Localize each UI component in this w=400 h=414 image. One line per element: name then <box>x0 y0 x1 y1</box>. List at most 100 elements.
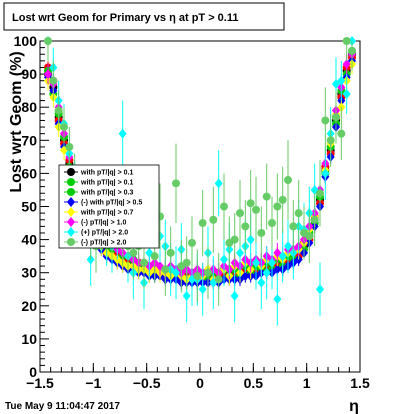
data-point <box>257 228 266 237</box>
data-point <box>310 215 319 224</box>
y-tick-label: 90 <box>21 66 37 82</box>
legend-entry: with pT/|q| > 0.1 <box>64 178 133 187</box>
data-point <box>273 264 282 275</box>
legend-label: with pT/|q| > 0.7 <box>80 210 133 217</box>
legend-marker <box>67 217 75 227</box>
data-point <box>118 128 127 139</box>
data-point <box>284 241 292 252</box>
data-point <box>246 199 255 208</box>
data-point <box>188 238 196 247</box>
data-point <box>230 235 239 244</box>
legend-label: (+) pT/|q| > 2.0 <box>81 230 128 237</box>
data-point <box>241 222 250 231</box>
legend-label: (-) pT/|q| > 1.0 <box>81 220 126 227</box>
data-point <box>273 294 282 305</box>
data-point <box>284 176 292 185</box>
legend-marker <box>67 207 75 217</box>
data-point <box>326 136 335 145</box>
x-tick-label: −1 <box>85 375 101 391</box>
y-tick-label: 80 <box>21 99 37 115</box>
data-point <box>220 202 228 211</box>
data-point <box>316 189 324 198</box>
legend-marker <box>67 227 75 237</box>
y-axis-title: Lost wrt Geom (%) <box>8 51 25 192</box>
legend-marker <box>67 238 75 246</box>
y-tick-label: 30 <box>21 265 37 281</box>
data-point <box>49 76 58 85</box>
data-point <box>316 284 324 295</box>
legend-entry: with pT/|q| > 0.7 <box>64 207 133 217</box>
x-tick-label: 1.5 <box>350 375 370 391</box>
x-tick-label: 0.5 <box>244 375 264 391</box>
data-point <box>332 113 340 122</box>
legend: with pT/|q| > 0.1 with pT/|q| > 0.1 with p… <box>58 164 160 249</box>
y-tick-label: 40 <box>21 232 37 248</box>
x-tick-label: −0.5 <box>133 375 161 391</box>
data-point <box>278 251 287 262</box>
data-point <box>246 234 255 245</box>
legend-entry: with pT/|q| > 0.1 <box>64 168 133 177</box>
data-point <box>268 219 276 228</box>
data-point <box>348 46 356 55</box>
data-point <box>140 258 148 267</box>
y-tick-label: 100 <box>14 33 38 49</box>
data-point <box>198 219 207 228</box>
title-box: Lost wrt Geom for Primary vs η at pT > 0… <box>3 2 285 31</box>
data-point <box>220 254 228 265</box>
data-point <box>294 209 303 218</box>
data-point <box>278 195 287 204</box>
data-point <box>268 257 276 268</box>
legend-label: (-) pT/|q| > 2.0 <box>81 240 126 247</box>
legend-label: with pT/|q| > 0.1 <box>80 180 133 187</box>
legend-label: with pT/|q| > 0.3 <box>80 190 133 197</box>
data-point <box>342 59 351 70</box>
legend-marker <box>67 178 75 186</box>
legend-entry: (-) pT/|q| > 1.0 <box>64 217 126 227</box>
data-point <box>337 129 346 138</box>
data-point <box>65 142 74 151</box>
legend-marker <box>67 188 75 196</box>
data-point <box>230 290 239 301</box>
data-point <box>129 248 138 257</box>
data-point <box>166 248 175 257</box>
data-point <box>273 202 282 211</box>
x-axis: −1.5 −1 −0.5 0 0.5 1 1.5 <box>26 363 370 391</box>
data-point <box>236 209 244 218</box>
x-axis-title: η <box>349 398 359 414</box>
data-point <box>44 69 52 80</box>
data-point <box>257 277 266 288</box>
data-point <box>182 290 191 301</box>
data-point <box>172 179 180 188</box>
data-point <box>182 258 191 267</box>
data-point <box>198 284 207 295</box>
data-point <box>321 168 330 179</box>
data-point <box>289 222 298 231</box>
timestamp: Tue May 9 11:04:47 2017 <box>5 401 120 412</box>
data-point <box>150 252 159 261</box>
legend-label: with pT/|q| > 0.1 <box>80 170 133 177</box>
legend-marker <box>67 197 75 207</box>
data-point <box>262 267 271 278</box>
x-tick-label: 1 <box>303 375 311 391</box>
legend-entry: (+) pT/|q| > 2.0 <box>64 227 128 237</box>
data-point <box>193 272 202 281</box>
data-point <box>209 215 218 224</box>
data-point <box>161 265 170 274</box>
data-point <box>321 116 330 125</box>
data-point <box>54 106 63 115</box>
legend-entry: with pT/|q| > 0.3 <box>64 188 133 197</box>
data-point <box>252 257 260 268</box>
data-point <box>236 247 244 258</box>
y-tick-label: 20 <box>21 298 37 314</box>
data-point <box>337 75 346 86</box>
legend-label: (-) with pT/|q| > 0.5 <box>81 200 142 207</box>
data-point <box>262 192 271 201</box>
x-tick-label: −1.5 <box>26 375 54 391</box>
legend-entry: (-) with pT/|q| > 0.5 <box>64 197 142 207</box>
y-tick-label: 0 <box>29 364 37 380</box>
data-point <box>214 178 223 189</box>
y-tick-label: 10 <box>21 331 37 347</box>
legend-entry: (-) pT/|q| > 2.0 <box>64 238 126 247</box>
data-point <box>342 88 351 99</box>
